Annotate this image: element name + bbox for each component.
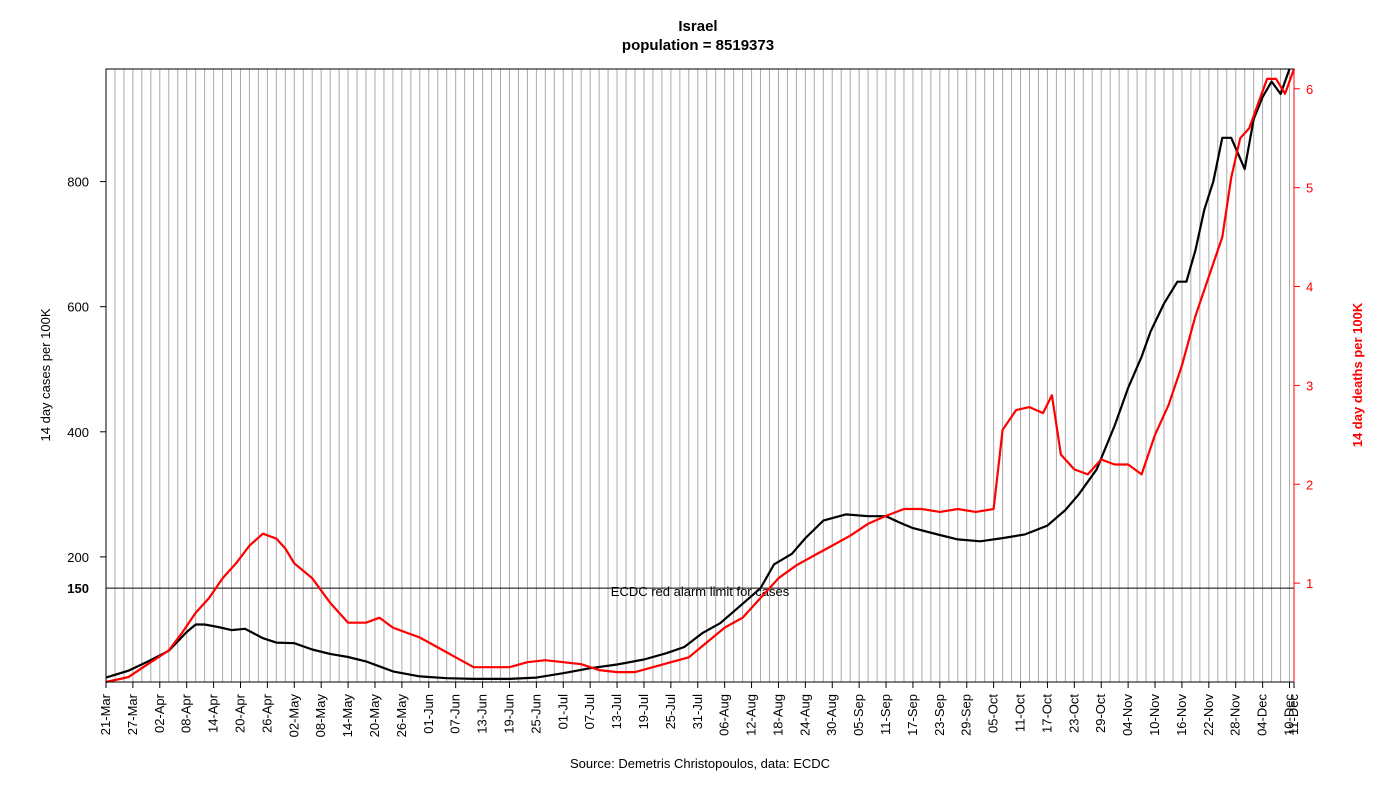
x-tick-label: 26-May xyxy=(394,694,409,738)
x-tick-label: 25-Jul xyxy=(663,694,678,730)
x-tick-label: 13-Jun xyxy=(475,694,490,734)
right-axis: 1 2 3 4 5 6 xyxy=(1293,69,1313,682)
left-tick-label: 200 xyxy=(67,550,89,565)
x-tick-label: 27-Mar xyxy=(125,693,140,735)
x-tick-label: 07-Jul xyxy=(582,694,597,730)
chart-title: Israel xyxy=(678,18,717,35)
x-tick-label: 08-May xyxy=(313,694,328,738)
x-tick-label: 04-Nov xyxy=(1120,694,1135,736)
x-tick-label: 11-Sep xyxy=(878,694,893,735)
x-tick-label: 04-Dec xyxy=(1255,694,1270,736)
x-tick-label: 21-Mar xyxy=(98,693,113,735)
y-axis-left-label: 14 day cases per 100K xyxy=(38,308,53,441)
reference-value-label: 150 xyxy=(67,581,89,596)
x-tick-label: 11-Dec xyxy=(1286,694,1301,735)
right-tick-label: 4 xyxy=(1306,280,1313,295)
x-tick-label: 10-Dec xyxy=(1282,694,1297,736)
x-tick-label: 29-Oct xyxy=(1093,694,1108,733)
x-tick-label: 23-Oct xyxy=(1066,694,1081,733)
x-tick-label: 06-Aug xyxy=(717,694,732,736)
x-tick-label: 05-Oct xyxy=(986,694,1001,733)
x-tick-label: 01-Jul xyxy=(555,694,570,730)
chart-caption: Source: Demetris Christopoulos, data: EC… xyxy=(570,756,830,771)
right-tick-label: 2 xyxy=(1306,477,1313,492)
x-tick-label: 02-Apr xyxy=(152,693,167,733)
x-tick-label: 31-Jul xyxy=(690,694,705,730)
x-tick-label: 20-Apr xyxy=(232,693,247,733)
x-tick-label: 10-Nov xyxy=(1147,694,1162,736)
right-tick-label: 3 xyxy=(1306,378,1313,393)
x-tick-label: 12-Aug xyxy=(744,694,759,736)
series-layer xyxy=(105,68,1296,684)
x-tick-label: 18-Aug xyxy=(770,694,785,736)
x-tick-label: 05-Sep xyxy=(851,694,866,736)
x-tick-label: 17-Sep xyxy=(905,694,920,736)
x-tick-label: 07-Jun xyxy=(448,694,463,734)
x-tick-label: 26-Apr xyxy=(259,693,274,733)
x-tick-label: 14-Apr xyxy=(206,693,221,733)
x-tick-label: 25-Jun xyxy=(528,694,543,734)
x-tick-label: 17-Oct xyxy=(1039,694,1054,733)
x-tick-label: 11-Oct xyxy=(1013,694,1028,732)
x-tick-label: 19-Jul xyxy=(636,694,651,730)
x-tick-label: 24-Aug xyxy=(797,694,812,736)
x-tick-label: 20-May xyxy=(367,694,382,738)
left-axis: 200 400 600 800 xyxy=(67,175,106,565)
x-tick-label: 08-Apr xyxy=(179,693,194,733)
cases-series-line xyxy=(105,68,1291,681)
x-tick-label: 14-May xyxy=(340,694,355,738)
x-tick-label: 01-Jun xyxy=(421,694,436,734)
right-tick-label: 1 xyxy=(1306,576,1313,591)
x-tick-label: 30-Aug xyxy=(824,694,839,736)
left-tick-label: 800 xyxy=(67,175,89,190)
left-tick-label: 600 xyxy=(67,300,89,315)
x-tick-label: 19-Jun xyxy=(501,694,516,734)
y-axis-right-label: 14 day deaths per 100K xyxy=(1350,302,1365,447)
x-tick-label: 02-May xyxy=(286,694,301,738)
x-tick-label: 16-Nov xyxy=(1174,694,1189,736)
x-tick-label: 29-Sep xyxy=(959,694,974,736)
right-tick-label: 5 xyxy=(1306,181,1313,196)
deaths-series-line xyxy=(105,68,1296,684)
x-tick-label: 28-Nov xyxy=(1228,694,1243,736)
chart-subtitle: population = 8519373 xyxy=(622,37,774,54)
x-tick-label: 23-Sep xyxy=(932,694,947,736)
x-tick-label: 13-Jul xyxy=(609,694,624,730)
reference-line-label: ECDC red alarm limit for cases xyxy=(611,584,790,599)
x-axis: 21-Mar 27-Mar 02-Apr 08-Apr 14-Apr 20-Apr 26-A… xyxy=(98,682,1301,737)
left-tick-label: 400 xyxy=(67,425,89,440)
x-tick-label: 22-Nov xyxy=(1201,694,1216,736)
right-tick-label: 6 xyxy=(1306,82,1313,97)
